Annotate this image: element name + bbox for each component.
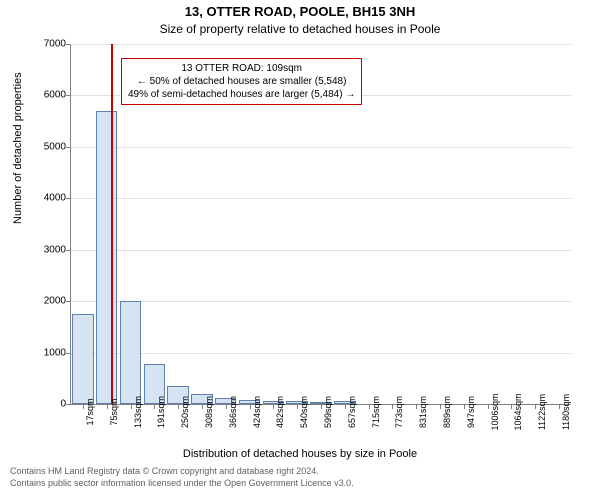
x-tick-label: 482sqm (275, 396, 285, 428)
chart-container: 13, OTTER ROAD, POOLE, BH15 3NH Size of … (0, 0, 600, 500)
histogram-bar (120, 301, 141, 404)
y-tick-label: 0 (26, 399, 66, 410)
annotation-box: 13 OTTER ROAD: 109sqm ← 50% of detached … (121, 58, 362, 105)
gridline (71, 44, 571, 45)
x-tick-label: 191sqm (156, 396, 166, 428)
x-tick (464, 404, 465, 409)
annotation-line-1: 13 OTTER ROAD: 109sqm (128, 62, 355, 75)
y-axis-label: Number of detached properties (12, 72, 24, 224)
y-tick (66, 44, 71, 45)
x-tick-label: 599sqm (323, 396, 333, 428)
x-tick (440, 404, 441, 409)
chart-title-sub: Size of property relative to detached ho… (0, 22, 600, 36)
gridline (71, 198, 571, 199)
x-tick-label: 1064sqm (513, 393, 523, 430)
x-tick-label: 947sqm (466, 396, 476, 428)
x-tick (178, 404, 179, 409)
x-tick-label: 831sqm (418, 396, 428, 428)
y-tick (66, 95, 71, 96)
x-tick-label: 424sqm (252, 396, 262, 428)
chart-title-main: 13, OTTER ROAD, POOLE, BH15 3NH (0, 4, 600, 19)
annotation-line-3: 49% of semi-detached houses are larger (… (128, 88, 355, 101)
plot-area: 13 OTTER ROAD: 109sqm ← 50% of detached … (70, 44, 571, 405)
x-tick-label: 657sqm (347, 396, 357, 428)
x-tick (559, 404, 560, 409)
x-tick (131, 404, 132, 409)
y-tick-label: 3000 (26, 244, 66, 255)
y-tick-label: 1000 (26, 347, 66, 358)
x-tick (369, 404, 370, 409)
x-tick-label: 1122sqm (537, 394, 547, 430)
x-tick (488, 404, 489, 409)
gridline (71, 147, 571, 148)
x-tick-label: 1006sqm (490, 393, 500, 430)
x-tick-label: 773sqm (394, 396, 404, 428)
y-tick-label: 4000 (26, 193, 66, 204)
y-tick-label: 6000 (26, 90, 66, 101)
y-tick-label: 2000 (26, 296, 66, 307)
x-tick-label: 133sqm (133, 396, 143, 428)
x-tick-label: 366sqm (228, 396, 238, 428)
x-tick (345, 404, 346, 409)
x-tick-label: 75sqm (109, 398, 119, 425)
x-tick (250, 404, 251, 409)
x-tick-label: 540sqm (299, 396, 309, 428)
x-tick-label: 250sqm (180, 396, 190, 428)
y-tick (66, 404, 71, 405)
x-tick (321, 404, 322, 409)
y-tick (66, 147, 71, 148)
gridline (71, 301, 571, 302)
x-tick-label: 308sqm (204, 396, 214, 428)
y-tick (66, 250, 71, 251)
y-tick (66, 353, 71, 354)
annotation-line-2: ← 50% of detached houses are smaller (5,… (128, 75, 355, 88)
x-tick (107, 404, 108, 409)
x-tick-label: 889sqm (442, 396, 452, 428)
y-tick-label: 5000 (26, 141, 66, 152)
gridline (71, 250, 571, 251)
x-tick (202, 404, 203, 409)
marker-line (111, 44, 113, 404)
y-tick-label: 7000 (26, 39, 66, 50)
footer-line-1: Contains HM Land Registry data © Crown c… (10, 466, 354, 478)
x-tick-label: 17sqm (85, 398, 95, 425)
y-tick (66, 198, 71, 199)
histogram-bar (72, 314, 93, 404)
gridline (71, 353, 571, 354)
x-tick-label: 715sqm (371, 396, 381, 428)
footer-line-2: Contains public sector information licen… (10, 478, 354, 490)
histogram-bar (96, 111, 117, 404)
x-tick (83, 404, 84, 409)
x-axis-label: Distribution of detached houses by size … (0, 448, 600, 460)
y-tick (66, 301, 71, 302)
x-tick (226, 404, 227, 409)
footer-attribution: Contains HM Land Registry data © Crown c… (10, 466, 354, 489)
x-tick-label: 1180sqm (561, 394, 571, 430)
